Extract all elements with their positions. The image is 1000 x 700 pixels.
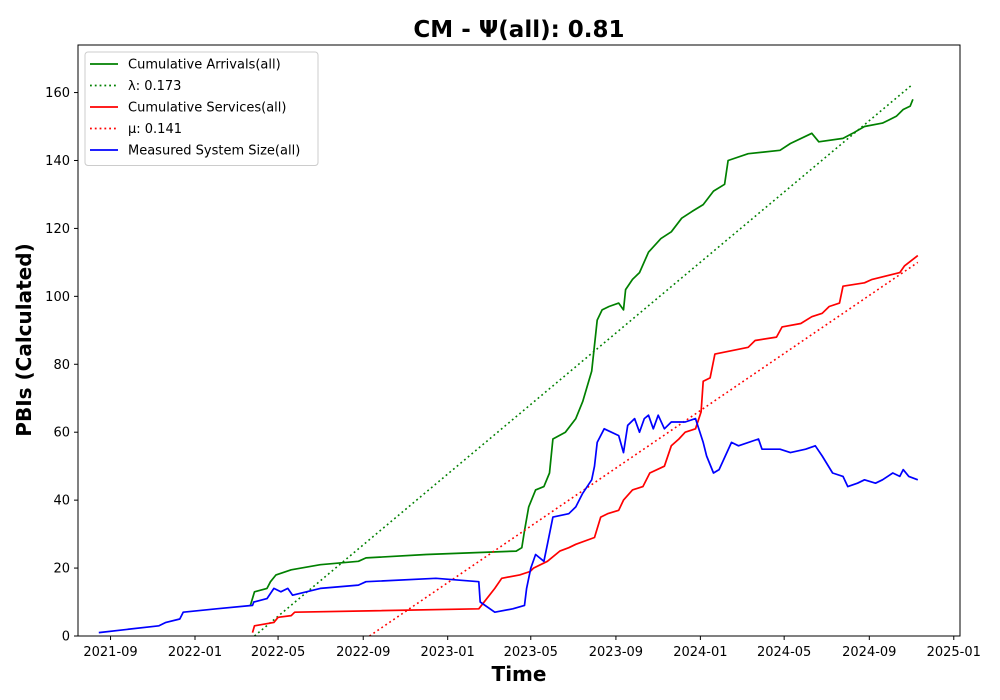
plot-frame xyxy=(77,44,961,637)
x-tick-label: 2023-09 xyxy=(589,645,643,660)
legend-label: μ: 0.141 xyxy=(128,122,182,137)
y-tick-label: 120 xyxy=(45,222,70,237)
x-tick-label: 2022-09 xyxy=(336,645,390,660)
x-tick-label: 2022-01 xyxy=(168,645,222,660)
series-line-0 xyxy=(249,98,914,606)
x-tick-label: 2023-01 xyxy=(421,645,475,660)
legend: Cumulative Arrivals(all) λ: 0.173 Cumulati… xyxy=(84,51,319,166)
legend-label: Cumulative Services(all) xyxy=(128,101,286,116)
legend-label: λ: 0.173 xyxy=(128,79,181,94)
series-line-1 xyxy=(253,83,914,637)
series-line-3 xyxy=(369,261,919,637)
y-tick-label: 20 xyxy=(53,562,70,577)
chart-title: CM - Ψ(all): 0.81 xyxy=(413,17,624,43)
y-tick-label: 100 xyxy=(45,290,70,305)
x-axis-label: Time xyxy=(492,662,547,686)
x-tick-label: 2022-05 xyxy=(251,645,305,660)
x-tick-label: 2024-05 xyxy=(757,645,811,660)
x-tick-label: 2024-09 xyxy=(842,645,896,660)
y-tick-label: 80 xyxy=(53,358,70,373)
axes-layer: 2021-09 2022-01 2022-05 2022-09 2023-01 2023-… xyxy=(45,86,981,660)
y-tick-label: 0 xyxy=(62,630,70,645)
legend-label: Cumulative Arrivals(all) xyxy=(128,58,281,73)
series-layer xyxy=(98,83,919,637)
x-tick-label: 2021-09 xyxy=(83,645,137,660)
y-tick-label: 140 xyxy=(45,154,70,169)
series-line-4 xyxy=(98,414,919,634)
x-tick-label: 2024-01 xyxy=(673,645,727,660)
legend-label: Measured System Size(all) xyxy=(128,144,300,159)
legend-box xyxy=(84,51,319,166)
y-tick-label: 40 xyxy=(53,494,70,509)
x-tick-label: 2023-05 xyxy=(504,645,558,660)
x-tick-label: 2025-01 xyxy=(927,645,981,660)
y-tick-label: 160 xyxy=(45,86,70,101)
y-axis-label: PBIs (Calculated) xyxy=(12,243,36,436)
y-tick-label: 60 xyxy=(53,426,70,441)
series-line-2 xyxy=(251,254,919,633)
